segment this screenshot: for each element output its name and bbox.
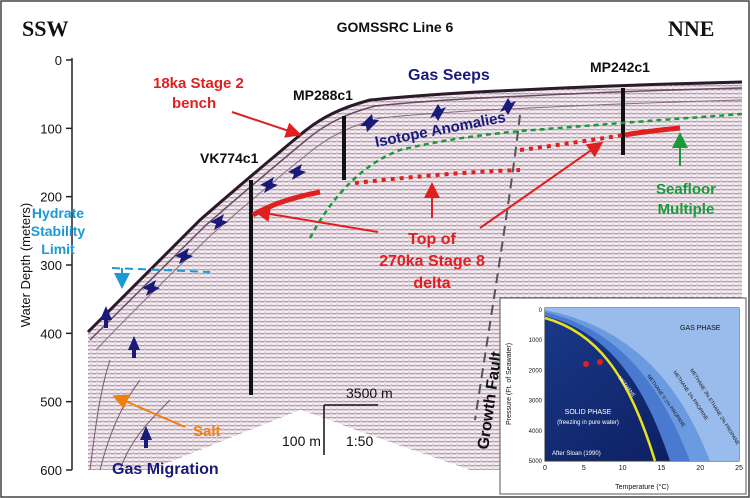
top-label-2: 270ka Stage 8 [379,253,485,270]
gas-seeps-label: Gas Seeps [408,67,490,84]
stage2-label-1: 18ka Stage 2 [153,75,244,92]
scale-bar: 3500 m 100 m 1:50 [282,385,393,455]
inset-y-tick: 3000 [529,399,543,405]
inset-x-tick: 20 [696,465,704,472]
inset-y-tick: 1000 [529,338,543,344]
y-axis-label: Water Depth (meters) [18,203,33,328]
hydrate-label-3: Limit [41,241,75,257]
seafloor-label-2: Multiple [658,201,715,218]
inset-phase-diagram: GAS PHASE SOLID PHASE (freezing in pure … [499,297,747,495]
hydrate-line [111,267,211,273]
direction-right: NNE [668,16,714,41]
well-label-mp288c1: MP288c1 [293,87,353,103]
inset-y-label: Pressure (Ft. of Seawater) [506,343,513,425]
inset-x-tick: 10 [619,465,627,472]
y-tick-label: 100 [40,121,62,136]
inset-solid-2: (freezing in pure water) [557,420,619,426]
inset-x-tick: 25 [735,465,743,472]
top-label-1: Top of [408,231,456,248]
seafloor-label-1: Seafloor [656,181,716,198]
direction-left: SSW [22,16,68,41]
page-title: GOMSSRC Line 6 [337,19,454,35]
gas-arrows [100,98,516,448]
seafloor-multiple-line [308,112,743,239]
top-label-3: delta [413,275,450,292]
growth-fault-line [474,114,521,421]
inset-y-tick: 0 [539,308,543,314]
salt-label: Salt [193,423,221,440]
stage2-label-2: bench [172,95,216,112]
inset-solid-1: SOLID PHASE [565,409,612,416]
hydrate-label-1: Hydrate [32,205,84,221]
inset-x-tick: 5 [582,465,586,472]
inset-y-tick: 5000 [529,459,543,465]
inset-gas-phase: GAS PHASE [680,325,721,332]
scale-vertical: 100 m [282,433,321,449]
y-tick-label: 400 [40,326,62,341]
y-tick-label: 300 [40,258,62,273]
wells: VK774c1 MP288c1 MP242c1 [200,59,650,395]
hydrate-label-2: Stability [31,223,86,239]
y-tick-label: 600 [40,463,62,478]
y-tick-label: 500 [40,395,62,410]
inset-x-label: Temperature (°C) [615,483,669,491]
y-axis: 0 100 200 300 400 500 600 Water Depth (meters) [18,53,73,478]
inset-citation: After Sloan (1990) [552,451,601,457]
scale-ratio: 1:50 [346,433,373,449]
y-tick-label: 0 [55,53,62,68]
inset-y-tick: 2000 [529,368,543,374]
scale-horizontal: 3500 m [346,385,393,401]
inset-x-tick: 0 [543,465,547,472]
inset-y-tick: 4000 [529,429,543,435]
well-label-vk774c1: VK774c1 [200,150,259,166]
y-tick-label: 200 [40,190,62,205]
gas-migration-label: Gas Migration [112,461,219,478]
well-label-mp242c1: MP242c1 [590,59,650,75]
inset-x-tick: 15 [658,465,666,472]
